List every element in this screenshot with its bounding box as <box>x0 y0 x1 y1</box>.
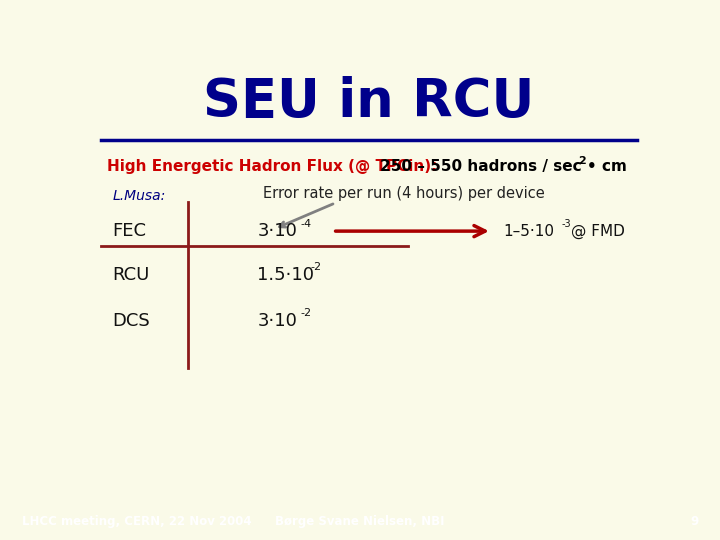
Text: 1.5·10: 1.5·10 <box>258 266 315 284</box>
Text: -4: -4 <box>300 219 312 228</box>
Text: -3: -3 <box>562 219 571 228</box>
Text: SEU in RCU: SEU in RCU <box>203 76 535 128</box>
Text: DCS: DCS <box>112 312 150 329</box>
Text: LHCC meeting, CERN, 22 Nov 2004: LHCC meeting, CERN, 22 Nov 2004 <box>22 515 251 528</box>
Text: FEC: FEC <box>112 222 146 240</box>
Text: 1–5·10: 1–5·10 <box>503 224 554 239</box>
Text: 9: 9 <box>690 515 698 528</box>
Text: 250 – 550 hadrons / sec • cm: 250 – 550 hadrons / sec • cm <box>380 159 627 174</box>
Text: -2: -2 <box>300 308 312 318</box>
Text: 3·10: 3·10 <box>258 312 297 329</box>
Text: @ FMD: @ FMD <box>571 224 625 239</box>
Text: High Energetic Hadron Flux (@ TPCin):: High Energetic Hadron Flux (@ TPCin): <box>107 159 437 174</box>
Text: 2: 2 <box>578 156 586 166</box>
Text: RCU: RCU <box>112 266 150 284</box>
Text: 3·10: 3·10 <box>258 222 297 240</box>
Text: L.Musa:: L.Musa: <box>112 189 166 203</box>
Text: -2: -2 <box>310 262 322 272</box>
Text: Børge Svane Nielsen, NBI: Børge Svane Nielsen, NBI <box>275 515 445 528</box>
Text: Error rate per run (4 hours) per device: Error rate per run (4 hours) per device <box>263 186 545 201</box>
